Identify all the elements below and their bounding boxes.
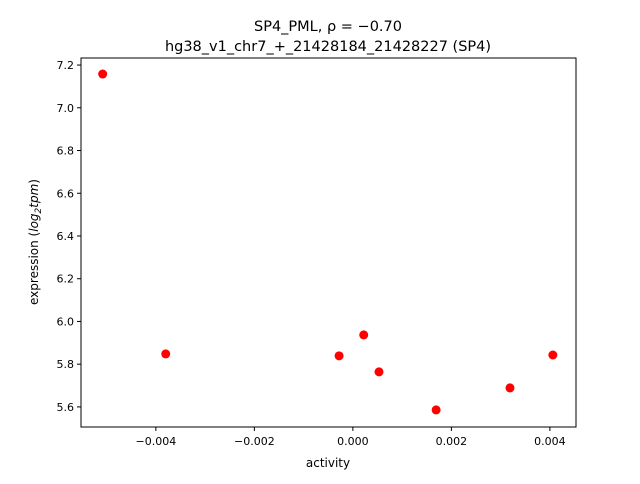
y-tick-label: 6.8 <box>57 145 75 158</box>
data-point <box>374 367 384 377</box>
y-axis-label: expression (log2tpm) <box>27 179 44 305</box>
data-point <box>98 69 108 79</box>
y-tick-label: 6.6 <box>57 187 75 200</box>
x-axis-label: activity <box>306 456 350 470</box>
data-point <box>431 405 441 415</box>
chart-title-line2: hg38_v1_chr7_+_21428184_21428227 (SP4) <box>165 39 491 55</box>
data-point <box>334 351 344 361</box>
y-tick-label: 6.0 <box>57 315 75 328</box>
x-tick-label: 0.000 <box>337 435 369 448</box>
y-tick-label: 5.6 <box>57 401 75 414</box>
y-tick-label: 6.2 <box>57 273 75 286</box>
y-tick-label: 7.0 <box>57 102 75 115</box>
data-point <box>161 349 171 359</box>
x-tick-label: 0.004 <box>534 435 566 448</box>
data-point <box>505 383 515 393</box>
x-tick-label: −0.004 <box>136 435 177 448</box>
x-tick-label: −0.002 <box>234 435 275 448</box>
y-tick-label: 6.4 <box>57 230 75 243</box>
plot-frame <box>80 57 577 428</box>
chart-title-line1: SP4_PML, ρ = −0.70 <box>254 19 402 35</box>
data-point <box>359 330 369 340</box>
data-point <box>548 350 558 360</box>
x-tick-label: 0.002 <box>436 435 468 448</box>
y-tick-label: 5.8 <box>57 358 75 371</box>
y-tick-label: 7.2 <box>57 59 75 72</box>
